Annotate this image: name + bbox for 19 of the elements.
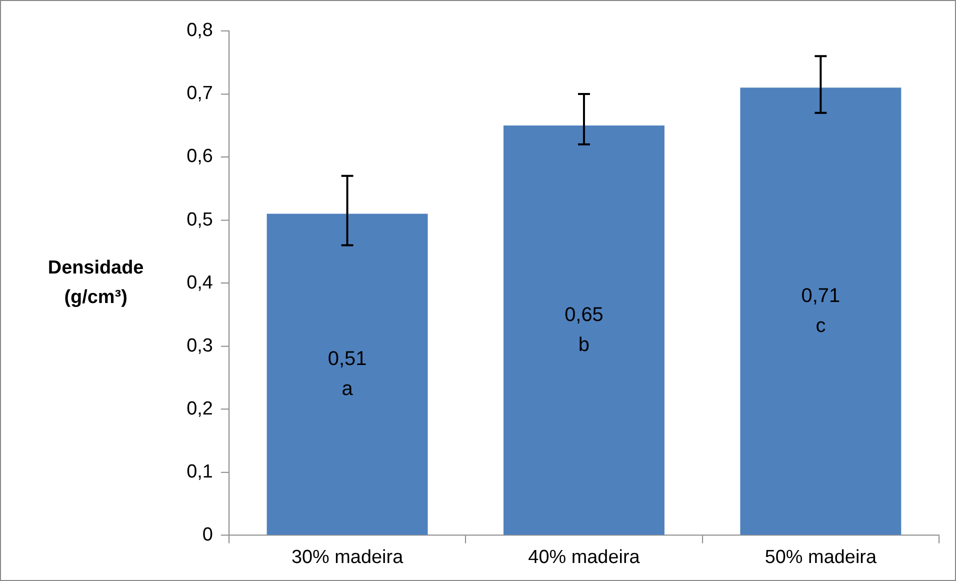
- y-tick-label: 0,4: [186, 272, 213, 294]
- data-label: 0,65 b: [564, 304, 604, 356]
- bar: [740, 88, 902, 535]
- data-label: 0,51 a: [328, 348, 367, 400]
- y-tick-label: 0: [202, 524, 213, 546]
- x-tick-label: 40% madeira: [528, 546, 640, 568]
- data-label: 0,71 c: [801, 285, 840, 337]
- y-tick-label: 0,2: [186, 398, 213, 420]
- y-tick-label: 0,6: [186, 146, 213, 168]
- y-tick-label: 0,1: [186, 462, 213, 483]
- bar: [504, 125, 664, 535]
- y-tick-label: 0,8: [186, 20, 213, 42]
- x-tick-label: 30% madeira: [291, 546, 404, 568]
- bar: [266, 214, 428, 535]
- y-tick-label: 0,3: [186, 335, 213, 356]
- y-tick-label: 0,5: [186, 209, 213, 230]
- y-axis-title: Densidade (g/cm³): [48, 257, 144, 308]
- x-tick-label: 50% madeira: [764, 546, 877, 568]
- y-tick-label: 0,7: [186, 83, 213, 104]
